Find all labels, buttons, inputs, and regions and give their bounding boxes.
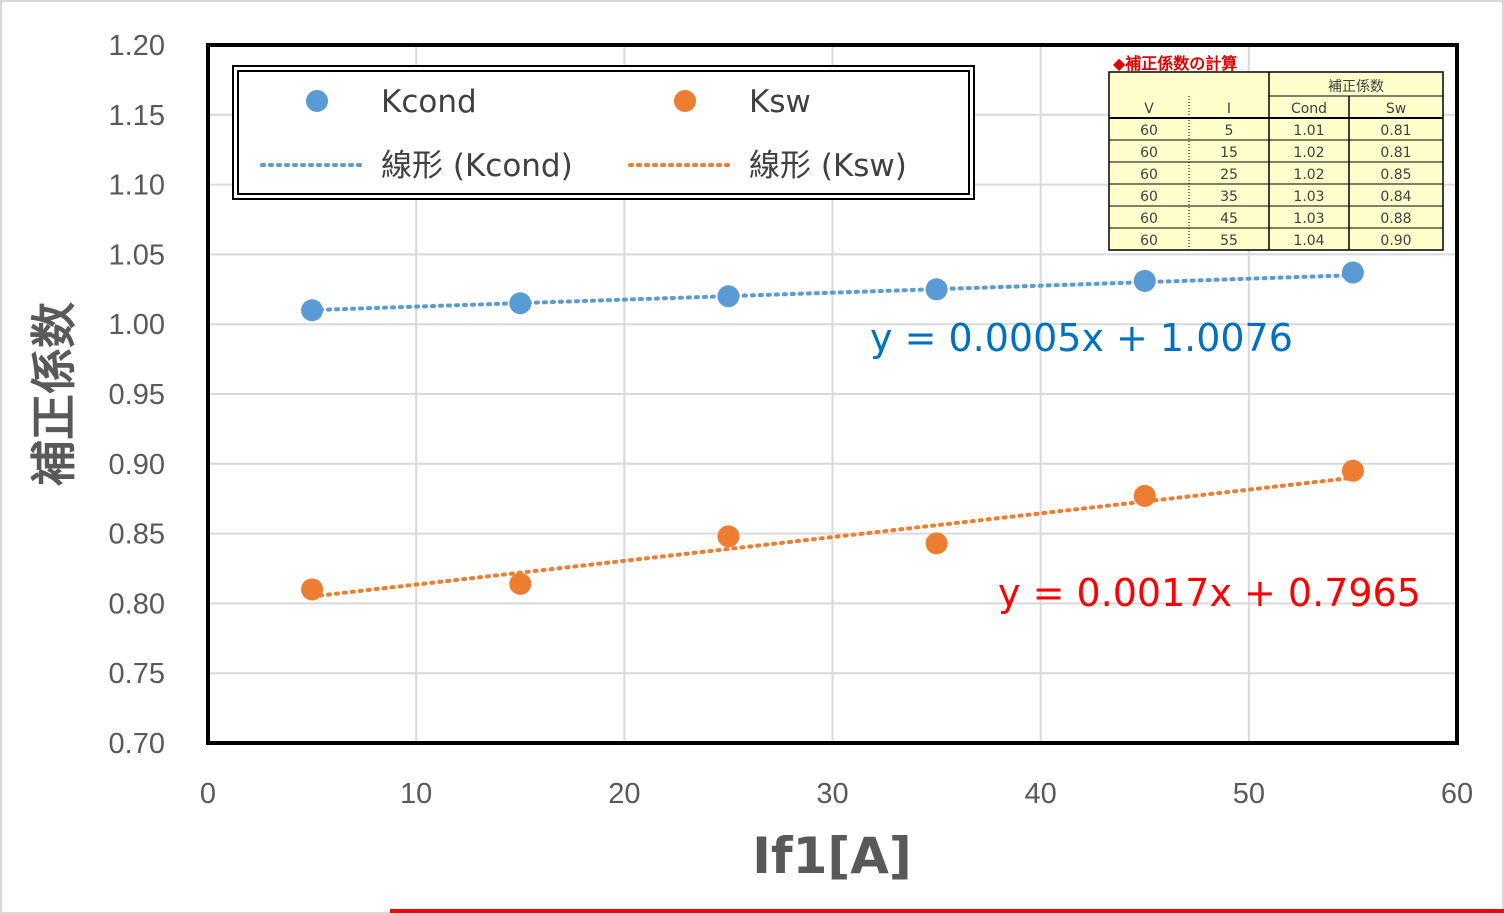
y-tick-label: 0.85 — [109, 519, 165, 551]
y-tick-labels: 0.70 0.75 0.80 0.85 0.90 0.95 1.00 1.05 1.10 1.15… — [109, 30, 165, 760]
inset-table-cell: 15 — [1220, 145, 1238, 161]
legend-border-outer — [232, 65, 975, 200]
point-ksw — [301, 578, 324, 601]
data-points — [301, 261, 1364, 601]
point-kcond — [1341, 261, 1364, 284]
y-tick-label: 0.75 — [109, 658, 165, 690]
inset-table-cell: 55 — [1220, 233, 1238, 249]
legend: Kcond Ksw 線形 (Kcond) 線形 (Ksw) — [232, 65, 975, 200]
inset-table-cell: 1.02 — [1293, 145, 1324, 161]
inset-table-cell: 45 — [1220, 211, 1238, 227]
inset-table-cell: 0.90 — [1380, 233, 1411, 249]
point-ksw — [509, 572, 532, 595]
point-kcond — [717, 285, 740, 308]
point-ksw — [925, 532, 948, 555]
x-tick-labels: 0 10 20 30 40 50 60 — [200, 778, 1473, 810]
trendline-ksw — [310, 475, 1355, 599]
y-tick-label: 0.70 — [109, 728, 165, 760]
point-ksw — [1341, 459, 1364, 482]
x-tick-label: 60 — [1441, 778, 1473, 810]
inset-table-cell: 60 — [1140, 145, 1158, 161]
legend-marker-kcond — [306, 90, 328, 112]
point-kcond — [1133, 269, 1156, 292]
x-tick-label: 10 — [400, 778, 432, 810]
legend-label-trend-kcond: 線形 (Kcond) — [381, 148, 573, 184]
inset-table-cell: 60 — [1140, 167, 1158, 183]
y-tick-label: 0.90 — [109, 449, 165, 481]
equation-ksw: y = 0.0017x + 0.7965 — [998, 571, 1421, 615]
inset-table-cell: 1.01 — [1293, 123, 1324, 139]
inset-table-cell: 60 — [1140, 211, 1158, 227]
inset-table-cell: 0.84 — [1380, 189, 1411, 205]
point-ksw — [1133, 484, 1156, 507]
inset-table-cell: 60 — [1140, 123, 1158, 139]
inset-table-cell: 25 — [1220, 167, 1238, 183]
trendline-kcond — [310, 273, 1355, 313]
point-ksw — [717, 525, 740, 548]
x-tick-label: 30 — [816, 778, 848, 810]
x-tick-label: 20 — [608, 778, 640, 810]
legend-label-ksw: Ksw — [749, 84, 811, 120]
y-tick-label: 1.20 — [109, 30, 165, 62]
inset-table-cell: 1.03 — [1293, 211, 1324, 227]
y-tick-label: 1.00 — [109, 309, 165, 341]
inset-table-cell: 1.03 — [1293, 189, 1324, 205]
inset-table-cell: 0.81 — [1380, 123, 1411, 139]
legend-label-trend-ksw: 線形 (Ksw) — [749, 148, 907, 184]
y-tick-label: 1.10 — [109, 170, 165, 202]
inset-table-cell: 0.88 — [1380, 211, 1411, 227]
point-kcond — [301, 299, 324, 322]
y-tick-label: 0.95 — [109, 379, 165, 411]
x-axis-title: If1[A] — [752, 827, 912, 885]
inset-table-cell: 1.02 — [1293, 167, 1324, 183]
inset-table-column-header: V — [1144, 101, 1154, 117]
point-kcond — [509, 292, 532, 315]
inset-table-cell: 35 — [1220, 189, 1238, 205]
x-tick-label: 50 — [1233, 778, 1265, 810]
inset-table: 補正係数 V I Cond Sw 60 5 1.01 0.81 60 15 1.02 0.81 60 25 1… — [1108, 71, 1444, 251]
inset-table-column-header: Cond — [1291, 101, 1327, 117]
inset-table-cell: 5 — [1225, 123, 1234, 139]
plot-area-border — [206, 43, 1459, 745]
point-kcond — [925, 278, 948, 301]
inset-table-cell: 60 — [1140, 233, 1158, 249]
inset-table-group-header: 補正係数 — [1328, 79, 1384, 95]
inset-table-title: ◆補正係数の計算 — [1113, 54, 1237, 73]
equation-kcond: y = 0.0005x + 1.0076 — [870, 316, 1293, 360]
y-axis-title: 補正係数 — [27, 302, 81, 486]
inset-table-cell: 0.85 — [1380, 167, 1411, 183]
y-tick-label: 1.15 — [109, 100, 165, 132]
inset-table-background — [1108, 71, 1444, 251]
legend-label-kcond: Kcond — [381, 84, 477, 120]
inset-table-cell: 1.04 — [1293, 233, 1324, 249]
legend-border-inner — [237, 70, 970, 195]
x-tick-label: 40 — [1025, 778, 1057, 810]
inset-table-column-header: I — [1227, 101, 1231, 117]
inset-table-cell: 60 — [1140, 189, 1158, 205]
legend-marker-ksw — [674, 90, 696, 112]
trendlines — [310, 273, 1355, 599]
x-tick-label: 0 — [200, 778, 216, 810]
y-tick-label: 1.05 — [109, 239, 165, 271]
inset-table-column-header: Sw — [1386, 101, 1406, 117]
inset-table-cell: 0.81 — [1380, 145, 1411, 161]
y-tick-label: 0.80 — [109, 588, 165, 620]
